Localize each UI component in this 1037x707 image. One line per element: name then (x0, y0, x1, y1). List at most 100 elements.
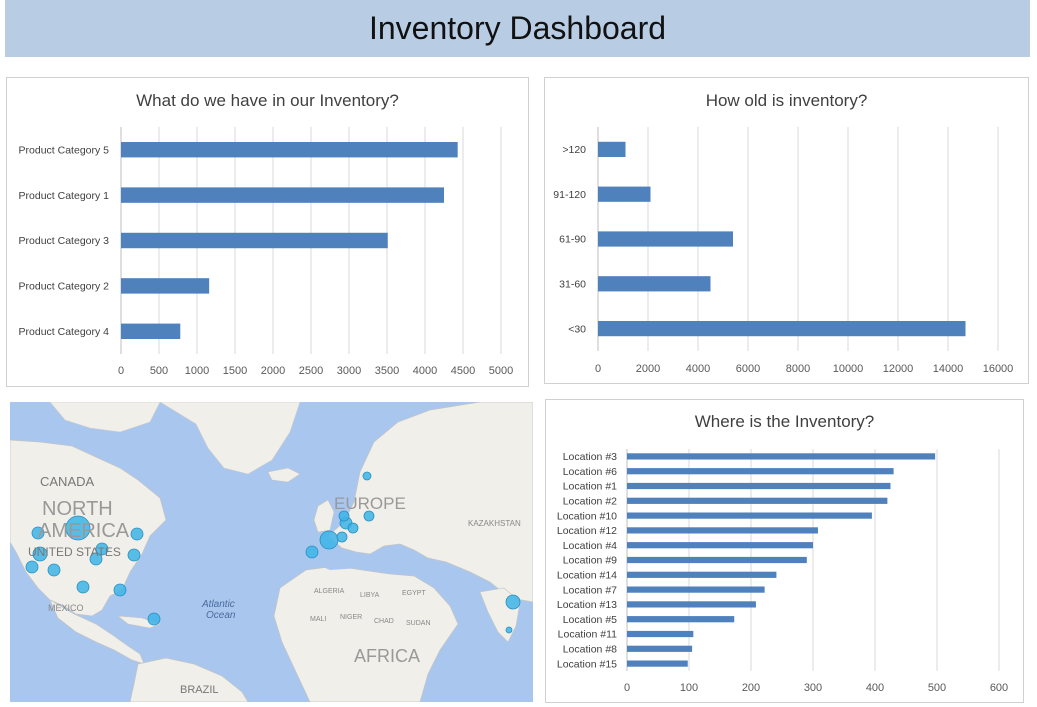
category-label: Location #14 (557, 569, 617, 581)
category-label: Location #7 (563, 584, 617, 596)
x-tick-label: 8000 (786, 363, 810, 375)
bar (627, 616, 735, 623)
bar (598, 320, 966, 337)
category-label: Location #6 (563, 466, 617, 478)
iceland-landmass (267, 467, 301, 483)
bubble (76, 580, 90, 594)
bubble (65, 515, 91, 541)
map-label: SUDAN (406, 620, 431, 627)
inventory-bubbles (25, 471, 521, 634)
x-tick-label: 0 (595, 363, 601, 375)
x-tick-label: 3500 (375, 365, 399, 377)
category-label: Location #9 (563, 555, 617, 567)
x-tick-label: 2000 (636, 363, 660, 375)
x-tick-label: 4500 (451, 365, 475, 377)
bar (627, 586, 765, 593)
map-label: AFRICA (354, 646, 421, 666)
bubble (147, 612, 161, 626)
dashboard-title: Inventory Dashboard (368, 10, 667, 46)
map-label: LIBYA (360, 592, 380, 599)
bubble (505, 626, 513, 634)
bubble (127, 548, 141, 562)
category-label: Product Category 4 (19, 326, 110, 338)
bubble (305, 545, 319, 559)
bubble (25, 560, 39, 574)
category-label: Location #11 (558, 629, 618, 641)
bar (627, 497, 888, 504)
bubble (362, 471, 372, 481)
map-label: NORTH (42, 498, 113, 520)
bubble (347, 522, 359, 534)
x-tick-label: 4000 (686, 363, 710, 375)
x-tick-label: 6000 (736, 363, 760, 375)
uk-landmass (313, 499, 335, 533)
x-tick-label: 500 (928, 682, 946, 694)
bubble (89, 552, 103, 566)
map-label: ALGERIA (314, 588, 345, 595)
x-tick-label: 300 (804, 682, 822, 694)
arctic-islands-landmass (49, 402, 161, 433)
x-tick-label: 0 (624, 682, 630, 694)
mediterranean-sea (310, 556, 420, 572)
bubble (113, 583, 127, 597)
bar (121, 232, 388, 249)
map-label: EUROPE (334, 494, 406, 513)
x-tick-label: 14000 (933, 363, 964, 375)
category-label: Product Category 2 (19, 281, 110, 293)
bubble (31, 526, 45, 540)
map-label: AMERICA (38, 520, 130, 542)
bar (627, 512, 872, 519)
x-tick-label: 500 (150, 365, 168, 377)
bar (627, 527, 818, 534)
greenland-landmass (159, 402, 301, 475)
bar (121, 323, 181, 340)
map-label: BRAZIL (180, 684, 219, 696)
bubble (32, 546, 48, 562)
x-tick-label: 12000 (883, 363, 914, 375)
x-tick-label: 2500 (299, 365, 323, 377)
map-label: UNITED STATES (28, 545, 121, 559)
x-tick-label: 2000 (261, 365, 285, 377)
bar (121, 278, 210, 294)
caribbean-landmass (117, 615, 161, 629)
inventory-map[interactable]: CANADA NORTH AMERICA UNITED STATES MEXIC… (10, 402, 533, 702)
x-tick-label: 600 (990, 682, 1008, 694)
category-label: Product Category 5 (19, 144, 110, 156)
map-label: KAZAKHSTAN (468, 519, 521, 528)
x-tick-label: 16000 (983, 363, 1014, 375)
x-tick-label: 4000 (413, 365, 437, 377)
category-label: <30 (568, 323, 586, 335)
x-tick-label: 1500 (223, 365, 247, 377)
category-label: Product Category 3 (19, 235, 110, 247)
bar (627, 556, 807, 564)
bar (627, 468, 894, 475)
inventory-age-chart: 0 2000 4000 6000 8000 10000 12000 14000 16000 >12… (553, 127, 1014, 375)
category-label: Location #15 (557, 658, 617, 670)
bar (598, 186, 651, 202)
map-label: CANADA (40, 474, 95, 489)
map-canvas (10, 402, 533, 702)
bar (598, 231, 733, 247)
bar (627, 645, 693, 652)
category-label: >120 (562, 144, 586, 156)
bubble (338, 510, 350, 522)
category-label: Location #4 (563, 540, 617, 552)
x-tick-label: 0 (118, 365, 124, 377)
bubble (505, 594, 521, 610)
category-label: Location #10 (557, 510, 617, 522)
bar (598, 276, 711, 292)
bar (627, 601, 756, 608)
bubble (95, 542, 109, 556)
x-tick-label: 3000 (337, 365, 361, 377)
inventory-by-location-chart: 0 100 200 300 400 500 600 Location #3 Location #… (557, 449, 1008, 694)
x-tick-label: 5000 (489, 365, 513, 377)
map-label: NIGER (340, 614, 363, 621)
bar (627, 453, 936, 460)
x-tick-label: 100 (680, 682, 698, 694)
category-label: Location #2 (563, 495, 617, 507)
map-label: MEXICO (48, 603, 84, 613)
category-label: 61-90 (559, 234, 586, 246)
south-america-landmass (129, 657, 249, 702)
category-label: Location #5 (563, 614, 617, 626)
bar (121, 141, 458, 158)
